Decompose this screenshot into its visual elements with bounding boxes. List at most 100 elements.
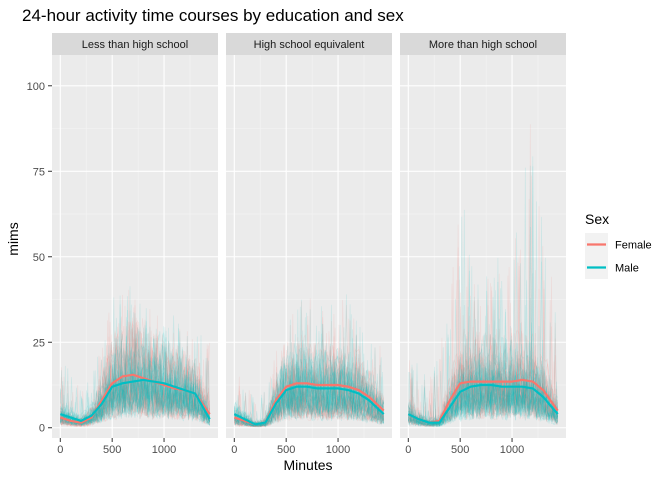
x-tick-label: 1000 xyxy=(326,444,350,456)
raw-trace xyxy=(407,265,559,426)
legend-label: Male xyxy=(615,263,639,275)
raw-trace xyxy=(233,298,385,427)
raw-trace xyxy=(233,363,385,428)
smooth-line-male xyxy=(59,378,211,422)
raw-trace xyxy=(59,335,210,427)
raw-trace xyxy=(233,345,385,427)
raw-trace xyxy=(407,348,558,427)
raw-trace xyxy=(59,303,210,427)
raw-trace xyxy=(59,308,210,426)
y-tick-label: 75 xyxy=(33,166,45,178)
y-tick-label: 0 xyxy=(39,423,45,435)
raw-trace xyxy=(59,326,211,426)
x-tick-label: 0 xyxy=(405,444,411,456)
strip-label: More than high school xyxy=(429,39,537,51)
x-tick-label: 1000 xyxy=(500,444,524,456)
raw-trace xyxy=(407,370,559,427)
raw-trace xyxy=(234,340,385,428)
raw-trace xyxy=(407,305,559,428)
panel-background xyxy=(226,55,392,438)
raw-trace xyxy=(408,257,559,428)
raw-trace xyxy=(407,322,558,425)
raw-trace xyxy=(59,313,211,425)
raw-trace xyxy=(59,328,211,427)
raw-trace xyxy=(233,355,385,427)
raw-trace xyxy=(407,166,559,428)
raw-trace xyxy=(407,386,558,428)
panel-background xyxy=(400,55,566,438)
raw-trace xyxy=(233,294,385,426)
raw-trace xyxy=(59,322,210,426)
raw-trace xyxy=(407,352,559,426)
x-tick-label: 500 xyxy=(277,444,295,456)
raw-trace xyxy=(59,339,211,426)
raw-trace xyxy=(60,325,211,425)
raw-trace xyxy=(234,305,385,427)
raw-trace xyxy=(233,320,385,428)
raw-trace xyxy=(60,305,211,428)
raw-trace xyxy=(60,317,211,426)
raw-trace xyxy=(234,360,385,428)
strip-background xyxy=(226,33,392,55)
raw-trace xyxy=(407,368,559,428)
raw-trace xyxy=(233,313,385,428)
x-tick-label: 0 xyxy=(57,444,63,456)
x-tick-label: 500 xyxy=(103,444,121,456)
raw-trace xyxy=(407,201,559,427)
raw-trace xyxy=(233,320,385,427)
y-tick-label: 25 xyxy=(33,337,45,349)
raw-trace xyxy=(60,317,211,427)
x-tick-label: 1000 xyxy=(152,444,176,456)
raw-trace xyxy=(233,352,384,428)
raw-trace xyxy=(233,306,385,427)
raw-trace xyxy=(60,289,211,428)
raw-trace xyxy=(407,276,558,427)
raw-trace xyxy=(407,247,559,428)
raw-trace xyxy=(233,359,384,428)
raw-trace xyxy=(408,238,559,425)
smooth-line-male xyxy=(233,385,385,426)
raw-trace xyxy=(407,279,558,428)
raw-trace xyxy=(233,345,385,427)
raw-trace xyxy=(407,249,559,426)
x-axis-title: Minutes xyxy=(283,457,332,473)
legend-entries: Female Male xyxy=(585,233,652,279)
raw-trace xyxy=(59,387,211,427)
raw-trace xyxy=(59,343,211,428)
raw-trace xyxy=(233,338,385,427)
raw-trace xyxy=(59,330,210,426)
raw-trace xyxy=(234,306,385,428)
raw-trace xyxy=(59,315,211,426)
x-tick-label: 500 xyxy=(451,444,469,456)
raw-trace xyxy=(59,386,211,428)
raw-trace xyxy=(59,348,211,426)
panel: High school equivalent 0 500 1000 xyxy=(226,33,392,456)
raw-trace xyxy=(407,301,559,424)
panel: Less than high school 0 500 1000 0 25 50 75 100 xyxy=(27,33,218,456)
raw-trace xyxy=(59,305,211,428)
raw-trace xyxy=(407,306,559,428)
raw-trace xyxy=(407,224,559,426)
panels: Less than high school 0 500 1000 0 25 50 75 100 H… xyxy=(27,33,566,456)
raw-trace xyxy=(59,327,211,425)
legend: Sex Female Male xyxy=(585,211,652,279)
raw-trace xyxy=(233,310,385,427)
raw-trace xyxy=(407,335,559,426)
raw-trace xyxy=(233,332,384,428)
raw-trace xyxy=(60,297,211,426)
raw-trace xyxy=(407,273,559,427)
raw-trace xyxy=(408,331,559,427)
y-axis-title: mims xyxy=(5,222,21,255)
panel: More than high school 0 500 1000 xyxy=(400,33,566,456)
strip-label: High school equivalent xyxy=(254,39,365,51)
raw-trace xyxy=(234,350,384,428)
raw-trace xyxy=(233,344,385,428)
raw-trace xyxy=(233,301,385,428)
raw-trace xyxy=(233,361,384,427)
raw-trace xyxy=(233,355,385,427)
y-tick-label: 50 xyxy=(33,252,45,264)
raw-trace xyxy=(59,299,211,427)
raw-trace xyxy=(233,319,385,428)
raw-trace xyxy=(59,378,211,427)
